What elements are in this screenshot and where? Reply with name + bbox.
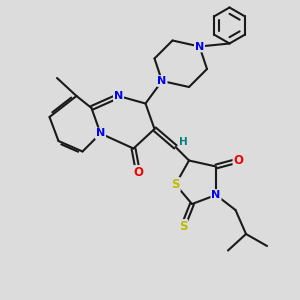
Text: N: N bbox=[158, 76, 166, 86]
Text: N: N bbox=[195, 41, 204, 52]
Text: S: S bbox=[179, 220, 187, 233]
Text: N: N bbox=[96, 128, 105, 139]
Text: N: N bbox=[114, 91, 123, 101]
Text: O: O bbox=[233, 154, 244, 167]
Text: S: S bbox=[171, 178, 180, 191]
Text: H: H bbox=[178, 136, 188, 147]
Text: N: N bbox=[212, 190, 220, 200]
Text: O: O bbox=[133, 166, 143, 179]
